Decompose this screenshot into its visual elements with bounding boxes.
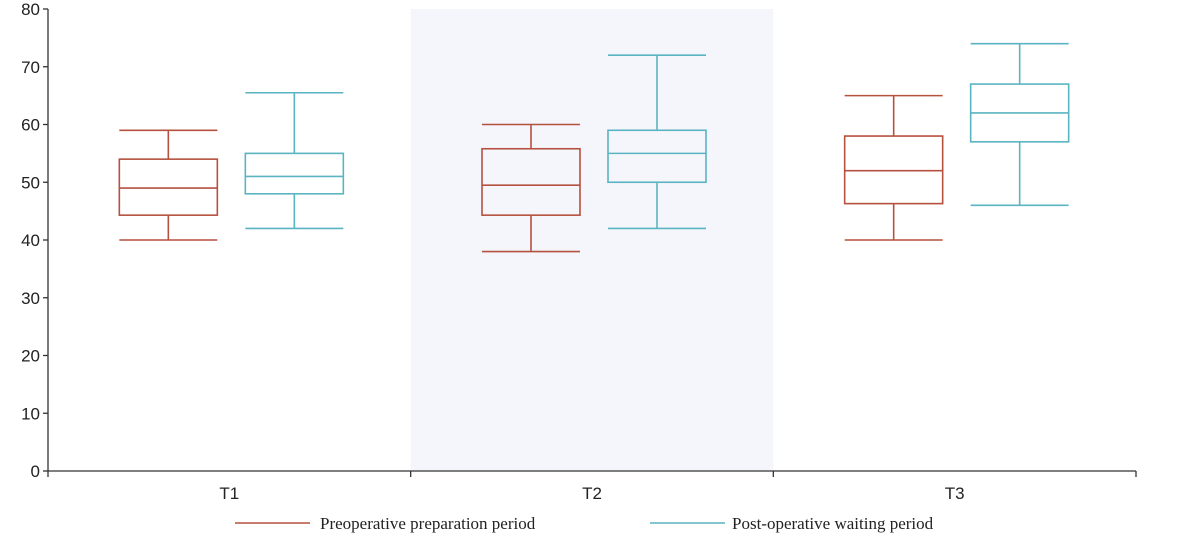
y-tick-label-0: 0 bbox=[31, 462, 40, 481]
y-tick-label-50: 50 bbox=[21, 173, 40, 192]
box-iqr bbox=[843, 135, 944, 205]
box-iqr bbox=[118, 158, 219, 216]
x-tick-label-t1: T1 bbox=[219, 484, 239, 503]
legend-label-postoperative: Post-operative waiting period bbox=[732, 514, 934, 533]
axes-layer: 0 10 20 30 40 50 60 70 80 T1 T2 T3 bbox=[21, 0, 1137, 503]
boxes-layer bbox=[118, 42, 1070, 253]
shaded-region-layer bbox=[410, 9, 774, 471]
box-postoperative-t1 bbox=[244, 91, 345, 230]
y-tick-label-40: 40 bbox=[21, 231, 40, 250]
y-tick-label-20: 20 bbox=[21, 347, 40, 366]
x-tick-label-t3: T3 bbox=[945, 484, 965, 503]
box-postoperative-t2 bbox=[607, 54, 707, 230]
y-tick-label-80: 80 bbox=[21, 0, 40, 19]
y-tick-label-70: 70 bbox=[21, 58, 40, 77]
box-preoperative-t3 bbox=[843, 94, 944, 241]
x-tick-label-t2: T2 bbox=[582, 484, 602, 503]
y-tick-label-60: 60 bbox=[21, 116, 40, 135]
y-tick-label-30: 30 bbox=[21, 289, 40, 308]
box-postoperative-t3 bbox=[969, 42, 1070, 207]
box-iqr bbox=[244, 152, 345, 195]
box-preoperative-t1 bbox=[118, 129, 219, 241]
legend: Preoperative preparation period Post-ope… bbox=[235, 514, 934, 533]
shaded-band-t2 bbox=[410, 9, 774, 471]
y-tick-label-10: 10 bbox=[21, 404, 40, 423]
legend-label-preoperative: Preoperative preparation period bbox=[320, 514, 536, 533]
box-preoperative-t2 bbox=[481, 123, 581, 253]
